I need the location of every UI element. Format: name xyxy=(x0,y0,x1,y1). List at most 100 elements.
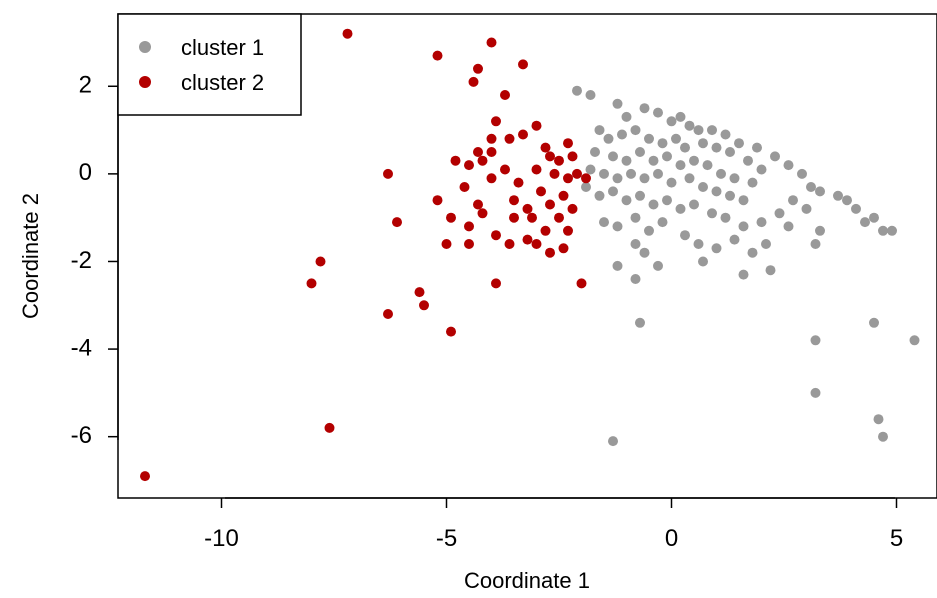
data-point xyxy=(711,186,722,197)
data-point xyxy=(860,217,870,228)
data-point xyxy=(464,160,474,171)
data-point xyxy=(815,225,825,236)
data-point xyxy=(639,173,650,184)
data-point xyxy=(491,278,501,289)
data-point xyxy=(630,212,641,223)
data-point xyxy=(662,151,672,162)
data-point xyxy=(419,300,429,311)
data-point xyxy=(513,177,524,188)
data-point xyxy=(621,155,632,166)
data-point xyxy=(707,125,717,136)
data-point xyxy=(675,160,686,171)
data-point xyxy=(585,90,596,100)
data-point xyxy=(770,151,780,162)
data-point xyxy=(851,203,861,214)
data-point xyxy=(477,155,488,166)
data-point xyxy=(644,133,654,144)
data-point xyxy=(563,173,573,184)
legend-box xyxy=(117,13,302,116)
data-point xyxy=(639,247,650,258)
x-tick-label: 5 xyxy=(890,525,903,552)
data-point xyxy=(774,208,785,219)
data-point xyxy=(684,173,695,184)
data-point xyxy=(635,147,645,157)
data-point xyxy=(441,239,452,249)
data-point xyxy=(383,168,393,179)
data-point xyxy=(464,239,474,249)
y-tick-label: 0 xyxy=(79,159,92,186)
data-point xyxy=(689,199,699,210)
data-point xyxy=(576,278,587,289)
data-point xyxy=(558,243,569,254)
x-tick-label: -5 xyxy=(436,525,457,552)
data-point xyxy=(680,142,690,153)
data-point xyxy=(653,107,663,118)
data-point xyxy=(873,414,884,425)
data-point xyxy=(459,182,470,192)
data-point xyxy=(666,116,677,127)
data-point xyxy=(810,387,821,398)
y-tick-label: 2 xyxy=(79,72,92,99)
data-point xyxy=(626,168,636,179)
data-point xyxy=(585,164,596,175)
data-point xyxy=(720,129,731,140)
data-point xyxy=(833,190,843,201)
data-point xyxy=(711,142,722,153)
data-point xyxy=(342,28,353,39)
data-point xyxy=(572,85,582,96)
data-point xyxy=(671,133,681,144)
data-point xyxy=(698,138,708,149)
series-cluster-1 xyxy=(572,85,920,447)
data-point xyxy=(432,50,443,61)
data-point xyxy=(756,217,767,228)
data-point xyxy=(500,90,510,100)
data-point xyxy=(594,125,605,136)
data-point xyxy=(869,317,879,328)
data-point xyxy=(810,335,821,346)
data-point xyxy=(527,212,537,223)
data-point xyxy=(662,195,672,206)
data-point xyxy=(788,195,798,206)
data-point xyxy=(630,274,641,284)
x-axis: -10 -5 0 5 xyxy=(204,497,903,552)
data-point xyxy=(869,212,879,223)
data-point xyxy=(630,239,641,249)
data-point xyxy=(468,76,479,87)
data-point xyxy=(720,212,731,223)
data-point xyxy=(306,278,317,289)
data-point xyxy=(608,436,618,447)
data-point xyxy=(909,335,920,346)
data-point xyxy=(734,138,744,149)
data-point xyxy=(729,173,740,184)
legend-marker-cluster-2 xyxy=(139,76,151,88)
data-point xyxy=(567,203,578,214)
y-tick-label: -6 xyxy=(71,422,92,449)
data-point xyxy=(486,147,497,157)
data-point xyxy=(563,138,573,149)
data-point xyxy=(743,155,753,166)
data-point xyxy=(581,173,591,184)
data-point xyxy=(887,225,897,236)
data-point xyxy=(567,151,578,162)
data-point xyxy=(446,326,456,337)
data-point xyxy=(594,190,605,201)
data-point xyxy=(554,155,564,166)
data-point xyxy=(392,217,402,228)
data-point xyxy=(473,199,483,210)
data-point xyxy=(486,37,497,48)
data-point xyxy=(324,422,335,433)
data-point xyxy=(644,225,654,236)
data-point xyxy=(612,98,623,109)
data-point xyxy=(473,147,483,157)
data-point xyxy=(464,221,474,232)
data-point xyxy=(738,221,749,232)
data-point xyxy=(491,116,501,127)
data-point xyxy=(783,160,794,171)
data-point xyxy=(383,309,393,319)
data-point xyxy=(446,212,456,223)
data-point xyxy=(486,133,497,144)
data-point xyxy=(810,239,821,249)
y-axis: 2 0 -2 -4 -6 xyxy=(71,72,119,449)
data-point xyxy=(657,138,668,149)
data-point xyxy=(545,247,555,258)
